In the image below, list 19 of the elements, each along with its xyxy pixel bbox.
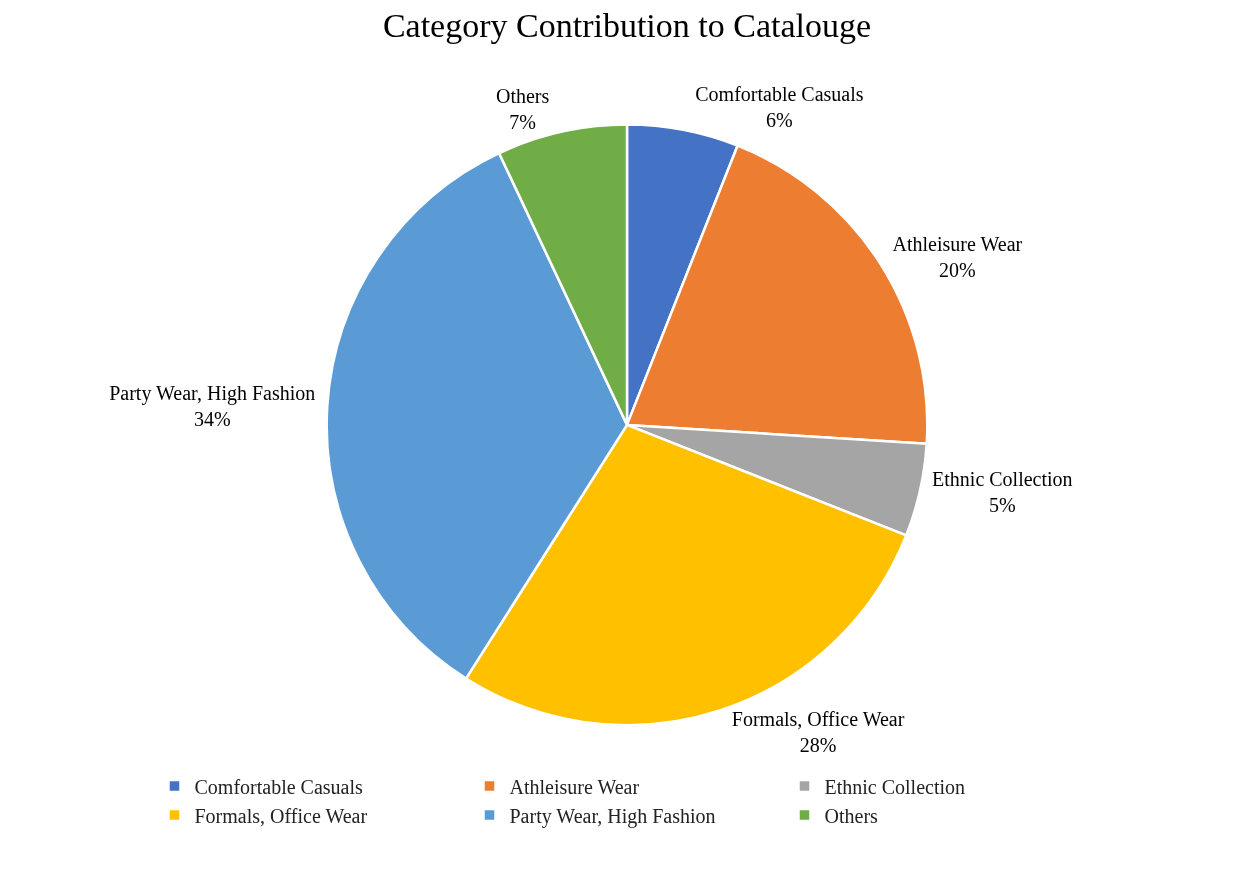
legend-label: Formals, Office Wear — [194, 804, 368, 827]
legend-label: Ethnic Collection — [824, 775, 966, 798]
slice-label: Formals, Office Wear — [731, 708, 905, 731]
slice-label: Athleisure Wear — [892, 233, 1023, 256]
legend-label: Comfortable Casuals — [194, 775, 364, 798]
data-label: 28% — [799, 734, 837, 757]
slice-label: Ethnic Collection — [932, 467, 1073, 490]
slice-label: Comfortable Casuals — [695, 82, 864, 105]
data-label: 5% — [989, 493, 1016, 516]
data-label: 7% — [509, 110, 536, 133]
data-label: 20% — [939, 259, 976, 282]
legend-label: Athleisure Wear — [509, 775, 640, 798]
slice-label: Others — [495, 84, 550, 107]
chart-title: Category Contribution to Catalouge — [382, 6, 872, 44]
legend-label: Party Wear, High Fashion — [509, 804, 716, 828]
legend-label: Others — [824, 804, 879, 827]
data-label: 34% — [193, 407, 231, 430]
slice-label: Party Wear, High Fashion — [109, 381, 316, 405]
data-label: 6% — [766, 108, 793, 131]
